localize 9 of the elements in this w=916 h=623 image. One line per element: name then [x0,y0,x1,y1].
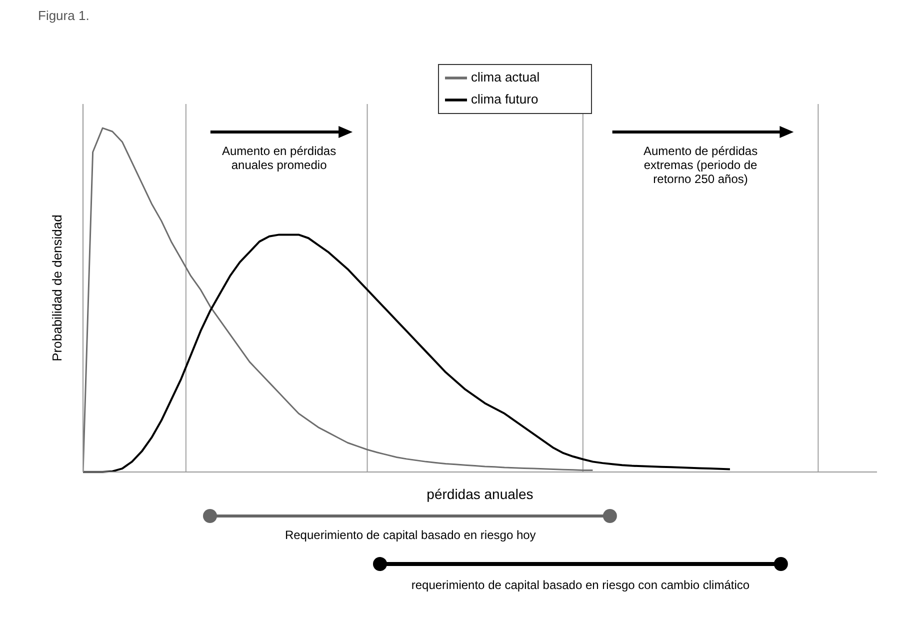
annotation: Aumento de pérdidas extremas (periodo de retorno 250 años) [642,144,759,186]
y-axis-title: Probabilidad de densidad [50,214,65,362]
annotation: Aumento en pérdidas anuales promedio [221,144,338,172]
legend-label: clima actual [471,69,540,84]
legend-label: clima futuro [471,91,538,106]
x-axis-title: pérdidas anuales [426,486,534,502]
text: Requerimiento de capital basado en riesgo hoy [284,528,537,542]
chart-title: Figura 1. [38,8,90,23]
text: requerimiento de capital basado en riesgo con cambio climático [410,578,751,592]
